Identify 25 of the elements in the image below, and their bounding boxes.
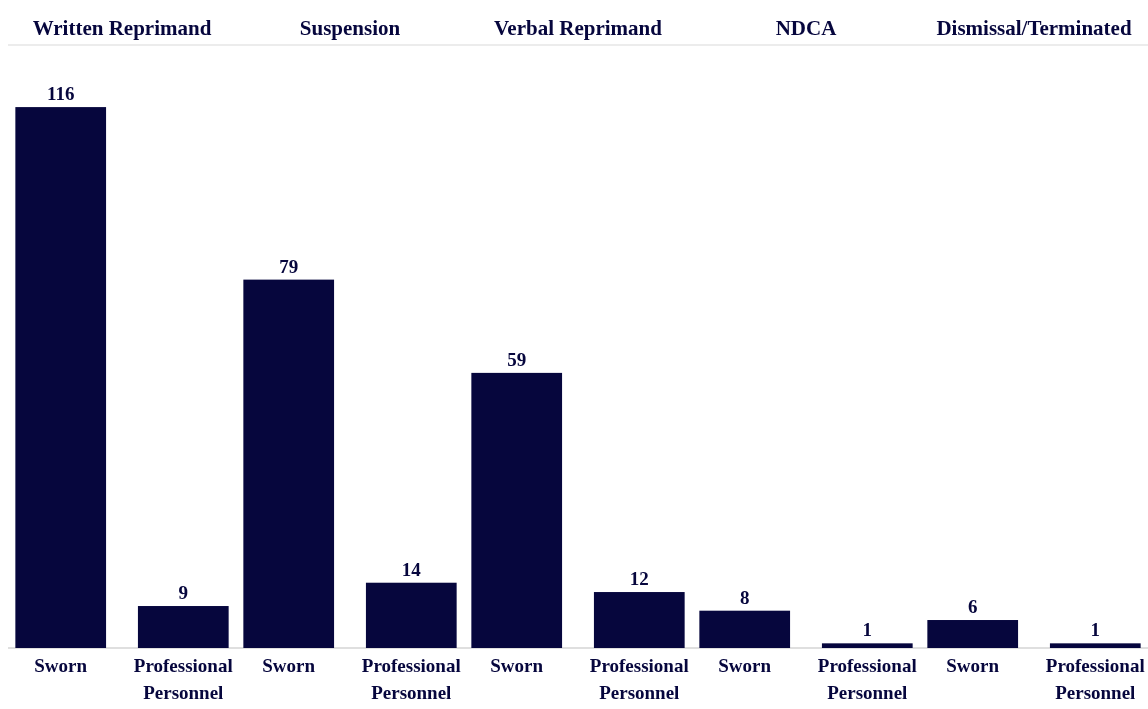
data-label: 116 (46, 83, 75, 105)
x-tick-label: Professional Personnel (1045, 655, 1145, 703)
x-tick-label: Sworn (490, 655, 544, 676)
x-tick-label: Sworn (262, 655, 316, 676)
x-tick-label: Sworn (946, 655, 1000, 676)
x-tick-label: Professional Personnel (133, 655, 233, 703)
chart-title: Verbal Reprimand (494, 16, 663, 40)
x-tick-label: Sworn (34, 655, 88, 676)
data-label: 6 (967, 596, 978, 618)
data-label: 1 (862, 619, 873, 641)
data-label: 14 (401, 558, 422, 580)
data-label: 59 (507, 348, 527, 370)
data-label: 12 (629, 568, 649, 590)
x-tick-label: Professional Personnel (361, 655, 461, 703)
x-tick-label: Professional Personnel (817, 655, 917, 703)
chart-title: NDCA (775, 16, 838, 40)
data-label: 1 (1090, 619, 1101, 641)
chart-title: Suspension (299, 16, 401, 40)
data-label: 79 (279, 255, 299, 277)
chart-title: Dismissal/Terminated (936, 16, 1132, 40)
data-label: 9 (178, 582, 189, 604)
chart-title: Written Reprimand (32, 16, 212, 40)
x-tick-label: Professional Personnel (589, 655, 689, 703)
x-tick-label: Sworn (718, 655, 772, 676)
data-label: 8 (739, 586, 750, 608)
